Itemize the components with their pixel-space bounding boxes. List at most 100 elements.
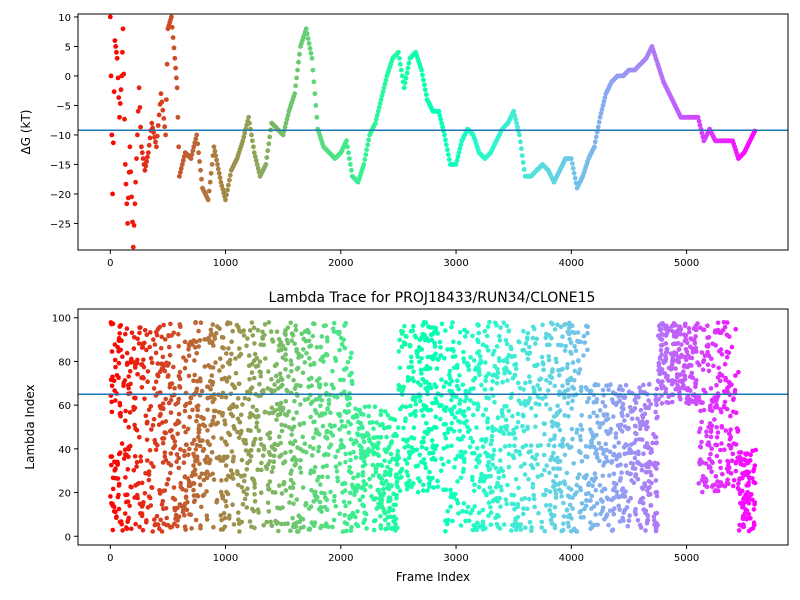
lambda-point	[205, 395, 210, 401]
lambda-x-tick-label: 5000	[674, 553, 699, 564]
lambda-x-label: Frame Index	[396, 570, 470, 584]
lambda-point	[635, 518, 641, 523]
lambda-point	[340, 424, 345, 429]
lambda-point	[309, 383, 315, 389]
lambda-point	[277, 454, 282, 459]
lambda-point	[443, 529, 448, 534]
lambda-point	[120, 528, 125, 533]
lambda-point	[236, 435, 242, 441]
lambda-point	[461, 349, 466, 355]
lambda-point	[338, 438, 344, 443]
lambda-point	[428, 325, 434, 330]
lambda-points	[108, 319, 758, 534]
lambda-point	[471, 523, 477, 528]
lambda-point	[219, 478, 224, 483]
lambda-point	[497, 338, 503, 343]
lambda-point	[706, 353, 712, 359]
lambda-point	[603, 441, 609, 447]
lambda-point	[728, 427, 733, 433]
lambda-point	[588, 498, 593, 503]
lambda-point	[122, 511, 128, 516]
lambda-point	[367, 420, 373, 426]
lambda-point	[479, 471, 484, 477]
lambda-point	[190, 342, 195, 347]
lambda-point	[211, 524, 216, 530]
lambda-point	[456, 511, 461, 516]
lambda-point	[236, 482, 241, 488]
lambda-point	[641, 451, 646, 457]
lambda-point	[426, 338, 432, 344]
delta-g-point	[189, 152, 195, 158]
lambda-point	[313, 427, 319, 432]
lambda-point	[429, 385, 434, 391]
lambda-point	[664, 400, 669, 405]
lambda-point	[285, 521, 291, 526]
lambda-point	[600, 473, 606, 479]
lambda-point	[300, 434, 306, 440]
lambda-point	[139, 513, 145, 519]
lambda-point	[653, 478, 659, 483]
lambda-x-tick-label: 4000	[559, 553, 584, 564]
lambda-point	[726, 469, 731, 475]
lambda-point	[552, 443, 557, 449]
lambda-point	[223, 498, 228, 504]
delta-g-point	[173, 65, 179, 71]
lambda-point	[290, 515, 295, 521]
lambda-point	[257, 369, 263, 375]
lambda-point	[416, 476, 421, 481]
lambda-point	[736, 487, 742, 492]
lambda-point	[684, 364, 689, 370]
lambda-point	[468, 386, 473, 392]
lambda-point	[348, 422, 354, 427]
lambda-point	[718, 347, 724, 352]
lambda-point	[245, 486, 250, 492]
delta-g-point	[115, 75, 121, 81]
lambda-point	[617, 507, 622, 512]
delta-g-point	[403, 75, 409, 81]
lambda-point	[494, 374, 500, 380]
lambda-point	[122, 447, 128, 453]
lambda-point	[509, 492, 514, 498]
delta-g-point	[571, 170, 577, 176]
lambda-point	[374, 465, 379, 471]
lambda-point	[546, 357, 552, 363]
lambda-point	[421, 413, 426, 419]
lambda-point	[635, 450, 641, 455]
lambda-point	[645, 488, 650, 493]
lambda-point	[185, 426, 191, 432]
lambda-point	[489, 386, 494, 392]
lambda-point	[649, 480, 654, 486]
lambda-point	[616, 387, 622, 392]
lambda-point	[448, 426, 454, 432]
lambda-point	[319, 523, 324, 529]
lambda-point	[706, 465, 712, 470]
lambda-point	[570, 323, 575, 329]
lambda-point	[314, 494, 320, 500]
lambda-point	[209, 373, 215, 378]
lambda-point	[345, 359, 351, 365]
lambda-point	[589, 430, 595, 436]
lambda-point	[340, 490, 345, 495]
lambda-point	[523, 341, 529, 346]
lambda-point	[719, 441, 724, 446]
lambda-trace-plot: Lambda Trace for PROJ18433/RUN34/CLONE15…	[23, 290, 789, 584]
lambda-point	[151, 337, 156, 342]
lambda-point	[165, 363, 170, 368]
lambda-point	[487, 319, 492, 325]
lambda-point	[606, 522, 611, 528]
delta-g-point	[282, 124, 288, 130]
lambda-point	[441, 384, 447, 390]
lambda-point	[595, 522, 600, 528]
lambda-point	[182, 448, 187, 454]
lambda-point	[378, 435, 384, 440]
lambda-point	[632, 423, 638, 429]
lambda-point	[597, 458, 602, 464]
lambda-point	[283, 367, 288, 372]
lambda-point	[329, 382, 335, 388]
lambda-point	[629, 416, 635, 422]
lambda-point	[280, 382, 285, 388]
lambda-point	[325, 406, 331, 411]
lambda-point	[627, 471, 632, 477]
lambda-point	[144, 347, 149, 353]
lambda-point	[387, 472, 393, 478]
